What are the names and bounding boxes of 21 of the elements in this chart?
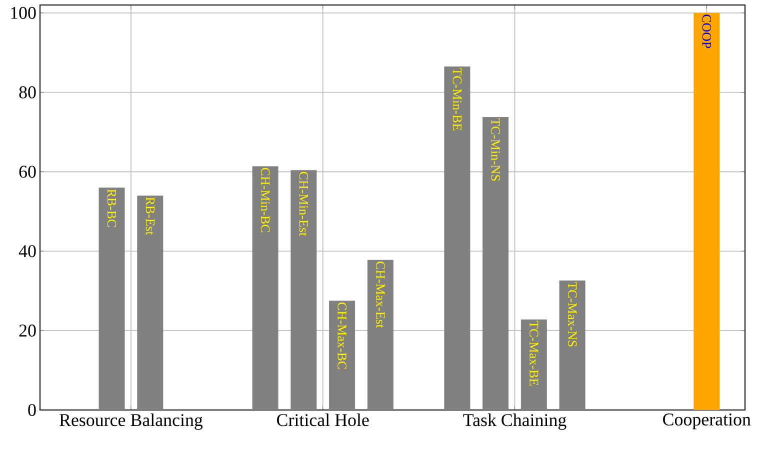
x-tick-label: Task Chaining xyxy=(463,413,566,430)
series-label: COOP xyxy=(702,14,711,48)
y-tick-label: 0 xyxy=(28,404,36,416)
y-tick-label: 80 xyxy=(19,86,36,98)
x-tick-label: Critical Hole xyxy=(277,413,369,426)
series-label: RB-BC xyxy=(107,189,116,227)
series-label: CH-Max-BC xyxy=(338,302,346,369)
x-tick-label: Resource Balancing xyxy=(60,413,203,430)
x-tick-label: Cooperation xyxy=(663,414,751,430)
y-tick-label: 60 xyxy=(19,166,36,178)
series-label: CH-Max-Est xyxy=(376,262,385,328)
series-label: TC-Max-BE xyxy=(530,320,538,386)
series-label: CH-Min-Est xyxy=(299,172,308,236)
y-tick-label: 40 xyxy=(18,245,36,258)
series-label: RB-Est xyxy=(146,197,154,235)
series-label: TC-Min-BE xyxy=(452,68,462,130)
y-tick-label: 20 xyxy=(19,324,36,337)
series-label: TC-Max-NS xyxy=(568,282,577,346)
series-label: TC-Min-NS xyxy=(491,118,500,181)
y-tick-label: 100 xyxy=(11,6,36,19)
series-label: CH-Min-BC xyxy=(260,168,270,232)
